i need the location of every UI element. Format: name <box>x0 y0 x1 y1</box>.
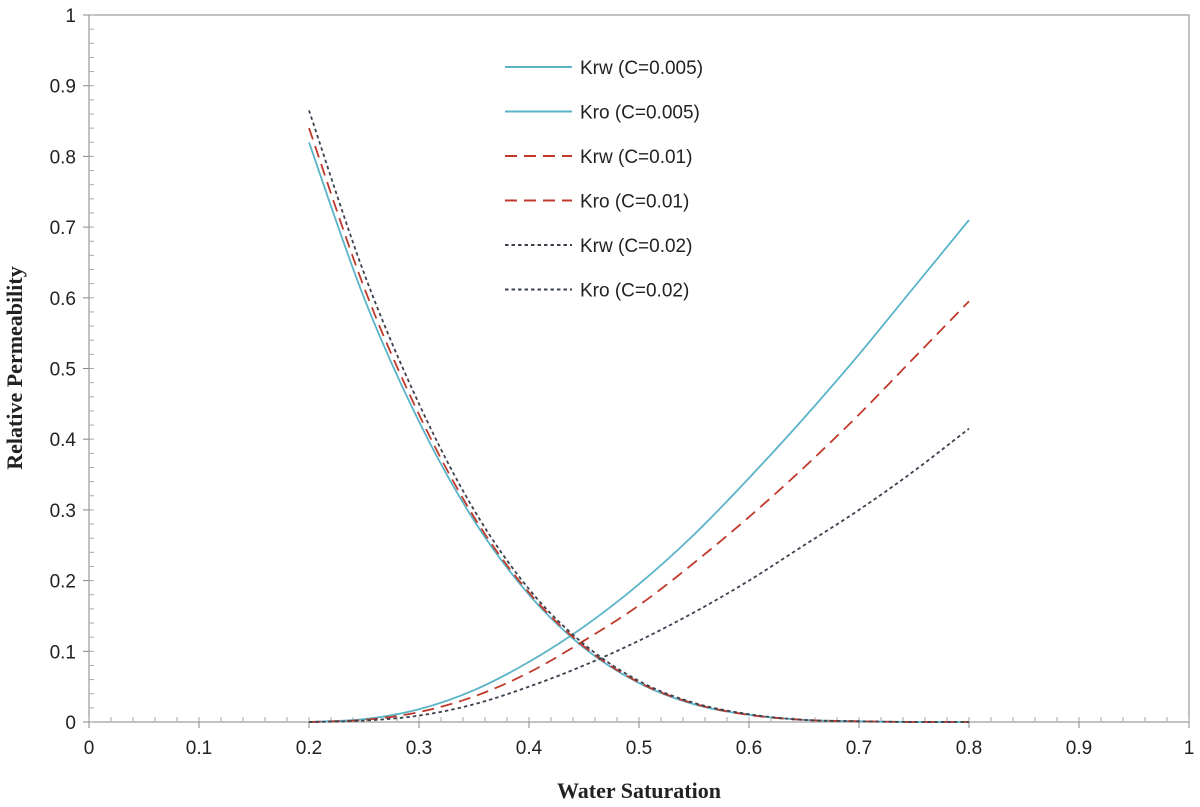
legend-label: Kro (C=0.005) <box>580 103 700 124</box>
y-tick-label: 0.5 <box>50 360 76 381</box>
plot-area <box>88 14 1190 723</box>
legend-label: Kro (C=0.01) <box>580 192 689 213</box>
y-tick-label: 0.8 <box>50 147 76 168</box>
x-tick-label: 0.4 <box>516 738 543 759</box>
legend-label: Kro (C=0.02) <box>580 281 689 302</box>
series-lines <box>308 110 970 723</box>
legend-label: Krw (C=0.005) <box>580 58 703 79</box>
y-tick-label: 0 <box>65 713 76 734</box>
series-line-3 <box>308 300 970 723</box>
series-line-1 <box>308 219 970 723</box>
y-tick-label: 0.3 <box>50 501 76 522</box>
x-tick-label: 0.2 <box>296 738 322 759</box>
series-line-2 <box>308 141 970 723</box>
x-tick-label: 0.1 <box>186 738 212 759</box>
y-tick-label: 0.9 <box>50 77 76 98</box>
series-line-4 <box>308 127 970 723</box>
x-tick-label: 0.3 <box>406 738 432 759</box>
y-tick-label: 0.4 <box>50 430 77 451</box>
legend-label: Krw (C=0.02) <box>580 236 692 257</box>
legend: Krw (C=0.005) Kro (C=0.005) Krw (C=0.01) Kr… <box>505 58 703 302</box>
x-tick-label: 0.8 <box>956 738 982 759</box>
y-tick-label: 0.7 <box>50 218 76 239</box>
series-line-6 <box>308 110 970 723</box>
series-line-5 <box>308 427 970 723</box>
y-tick-label: 0.2 <box>50 572 76 593</box>
x-tick-label: 0 <box>84 738 95 759</box>
x-tick-label: 0.5 <box>626 738 652 759</box>
legend-label: Krw (C=0.01) <box>580 147 692 168</box>
x-tick-label: 0.6 <box>736 738 762 759</box>
x-tick-label: 1 <box>1184 738 1195 759</box>
x-axis-title: Water Saturation <box>557 778 721 803</box>
y-tick-label: 1 <box>65 6 76 27</box>
y-axis-title: Relative Permeability <box>2 266 27 469</box>
y-tick-label: 0.1 <box>50 642 76 663</box>
x-tick-label: 0.9 <box>1066 738 1092 759</box>
x-axis-ticks: 0 0.1 0.2 0.3 0.4 0.5 0.6 0.7 0.8 0.9 1 <box>84 722 1195 759</box>
y-tick-label: 0.6 <box>50 289 76 310</box>
x-tick-label: 0.7 <box>846 738 872 759</box>
y-axis-ticks: 0 0.1 0.2 0.3 0.4 0.5 0.6 0.7 0.8 0.9 1 <box>50 6 89 734</box>
